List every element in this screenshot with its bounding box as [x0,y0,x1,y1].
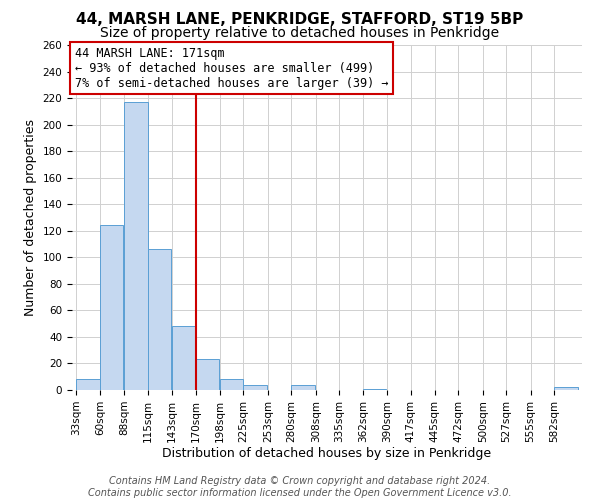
Bar [148,250,171,390]
Text: Contains HM Land Registry data © Crown copyright and database right 2024.
Contai: Contains HM Land Registry data © Crown c… [88,476,512,498]
Y-axis label: Number of detached properties: Number of detached properties [24,119,37,316]
Bar [76,380,100,390]
Bar [292,384,315,390]
X-axis label: Distribution of detached houses by size in Penkridge: Distribution of detached houses by size … [163,448,491,460]
Bar [196,360,219,390]
Bar [362,388,386,390]
Bar [100,226,124,390]
Bar [244,384,267,390]
Text: 44 MARSH LANE: 171sqm
← 93% of detached houses are smaller (499)
7% of semi-deta: 44 MARSH LANE: 171sqm ← 93% of detached … [74,46,388,90]
Bar [554,388,578,390]
Bar [172,326,196,390]
Bar [220,380,244,390]
Bar [124,102,148,390]
Text: 44, MARSH LANE, PENKRIDGE, STAFFORD, ST19 5BP: 44, MARSH LANE, PENKRIDGE, STAFFORD, ST1… [76,12,524,28]
Text: Size of property relative to detached houses in Penkridge: Size of property relative to detached ho… [100,26,500,40]
